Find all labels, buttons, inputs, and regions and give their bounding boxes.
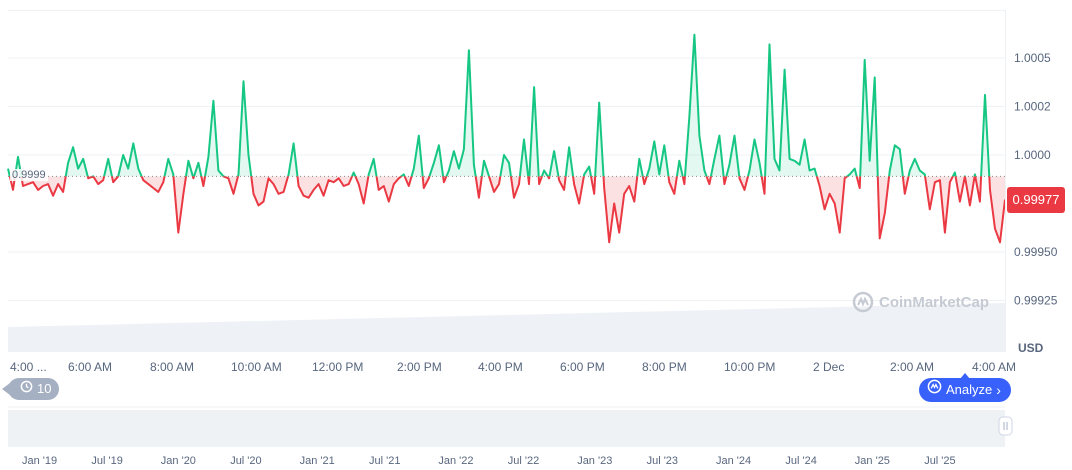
- navigator-tick-label: Jan '20: [161, 455, 196, 467]
- navigator-tick-label: Jan '24: [716, 455, 751, 467]
- x-tick-label: 4:00 PM: [478, 360, 523, 374]
- coinmarketcap-watermark: CoinMarketCap: [852, 291, 989, 313]
- navigator-tick-label: Jul '23: [647, 455, 678, 467]
- navigator-tick-label: Jul '19: [91, 455, 122, 467]
- baseline-label: 0.9999: [10, 169, 48, 182]
- x-tick-label: 2:00 PM: [397, 360, 442, 374]
- x-tick-label: 6:00 PM: [560, 360, 605, 374]
- x-tick-label: 2 Dec: [813, 360, 844, 374]
- watermark-text: CoinMarketCap: [879, 293, 990, 311]
- navigator-tick-label: Jul '24: [785, 455, 816, 467]
- area-above-baseline: [8, 34, 990, 177]
- x-tick-label: 8:00 AM: [150, 360, 194, 374]
- coinmarketcap-logo-icon: [852, 291, 874, 313]
- x-tick-label: 4:00 AM: [972, 360, 1016, 374]
- x-tick-label: 8:00 PM: [642, 360, 687, 374]
- x-tick-label: 6:00 AM: [68, 360, 112, 374]
- price-line-down: [8, 176, 1005, 244]
- navigator-tick-label: Jul '25: [924, 455, 955, 467]
- navigator-tick-label: Jan '19: [22, 455, 57, 467]
- analyze-logo-icon: [927, 378, 942, 402]
- x-tick-label: 4:00 ...: [10, 360, 47, 374]
- navigator-tick-label: Jul '20: [230, 455, 261, 467]
- analyze-label: Analyze: [946, 382, 993, 397]
- price-line-up: [7, 33, 991, 177]
- history-badge[interactable]: 10: [1, 378, 60, 400]
- volume-bars: [8, 303, 1005, 352]
- navigator-tick-label: Jan '25: [855, 455, 890, 467]
- navigator-tick-label: Jan '22: [438, 455, 473, 467]
- y-tick-label: 0.99950: [1014, 245, 1058, 259]
- current-price-tag: 0.99977: [1007, 186, 1065, 213]
- x-tick-label: 2:00 AM: [890, 360, 934, 374]
- y-tick-label: 0.99925: [1014, 294, 1058, 308]
- history-count: 10: [37, 381, 52, 396]
- x-tick-label: 10:00 PM: [724, 360, 775, 374]
- navigator-tick-label: Jul '22: [508, 455, 539, 467]
- analyze-button[interactable]: Analyze ›: [919, 378, 1011, 402]
- x-tick-label: 12:00 PM: [312, 360, 363, 374]
- y-tick-label: 1.0000: [1014, 148, 1051, 162]
- navigator-tick-label: Jan '21: [300, 455, 335, 467]
- x-tick-label: 10:00 AM: [231, 360, 282, 374]
- navigator-tick-label: Jan '23: [577, 455, 612, 467]
- area-below-baseline: [8, 176, 1005, 243]
- y-tick-label: 1.0005: [1014, 51, 1051, 65]
- currency-label: USD: [1018, 341, 1044, 355]
- navigator-handle[interactable]: [998, 416, 1013, 436]
- chevron-right-icon: ›: [996, 382, 1001, 398]
- navigator-tick-label: Jul '21: [369, 455, 400, 467]
- history-clock-icon: [20, 378, 33, 400]
- y-tick-label: 1.0002: [1014, 100, 1051, 114]
- navigator-area[interactable]: [8, 410, 1005, 447]
